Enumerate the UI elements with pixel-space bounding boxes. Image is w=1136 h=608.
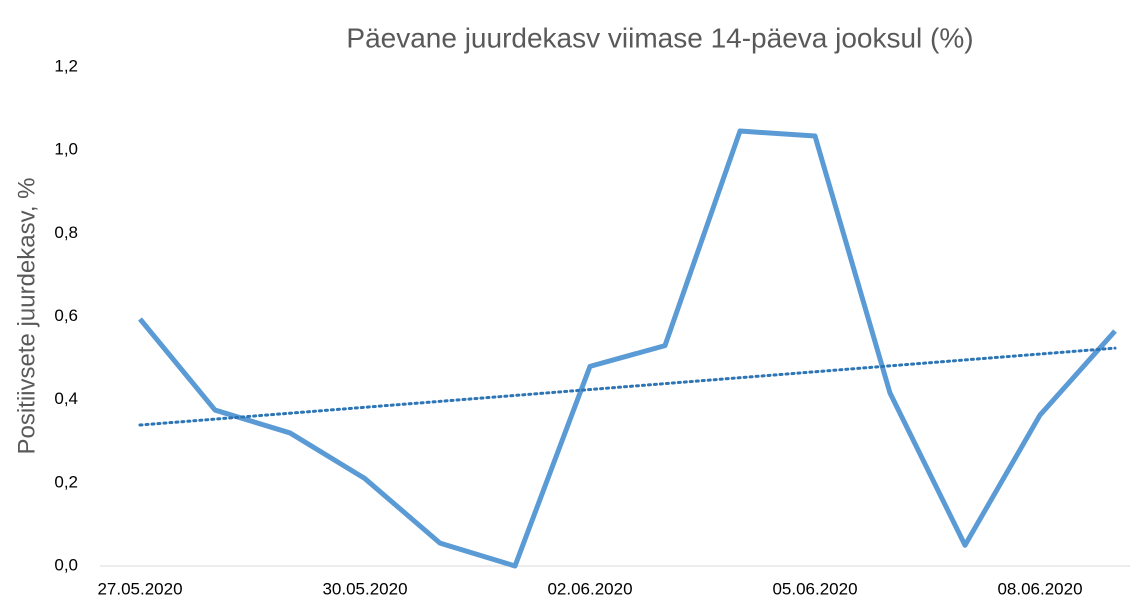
trendline [138, 346, 1117, 427]
y-tick-label: 0,4 [54, 389, 78, 408]
x-tick-label: 02.06.2020 [547, 579, 632, 598]
y-tick-label: 0,8 [54, 223, 78, 242]
y-tick-label: 1,0 [54, 140, 78, 159]
x-tick-label: 27.05.2020 [97, 579, 182, 598]
y-tick-label: 0,0 [54, 555, 78, 574]
x-tick-label: 30.05.2020 [322, 579, 407, 598]
data-line [138, 128, 1117, 569]
x-tick-label: 08.06.2020 [997, 579, 1082, 598]
chart-title: Päevane juurdekasv viimase 14-päeva jook… [346, 22, 973, 53]
y-tick-label: 0,2 [54, 472, 78, 491]
y-axis-label: Positiivsete juurdekasv, % [13, 177, 40, 454]
x-tick-label: 05.06.2020 [772, 579, 857, 598]
y-tick-label: 1,2 [54, 56, 78, 75]
y-tick-label: 0,6 [54, 306, 78, 325]
